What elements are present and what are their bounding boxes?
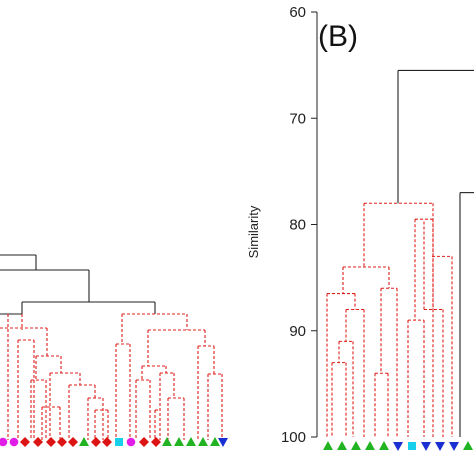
- red-diamond-marker: [139, 437, 149, 447]
- red-diamond-marker: [68, 437, 78, 447]
- green-triangle-marker: [210, 437, 220, 446]
- magenta-circle-marker: [0, 437, 8, 447]
- red-diamond-marker: [46, 437, 56, 447]
- blue-triangle-marker: [393, 442, 403, 451]
- green-triangle-marker: [186, 437, 196, 446]
- panel-b-solid-branches: [397, 69, 474, 437]
- green-triangle-marker: [351, 441, 361, 450]
- red-diamond-marker: [33, 437, 43, 447]
- y-axis-title: Similarity: [246, 205, 261, 258]
- red-diamond-marker: [102, 437, 112, 447]
- blue-triangle-marker: [218, 438, 228, 447]
- green-triangle-marker: [174, 437, 184, 446]
- panel-a-dashed-branches: [0, 313, 223, 440]
- panel-b-dendrogram: (B) Similarity 60 70 80 90 100: [246, 4, 474, 451]
- panel-b-label: (B): [318, 20, 358, 53]
- cyan-square-marker: [115, 438, 123, 446]
- green-triangle-marker: [198, 437, 208, 446]
- green-triangle-marker: [379, 441, 389, 450]
- panel-b-dashed-branches: [326, 202, 453, 437]
- blue-triangle-marker: [421, 442, 431, 451]
- y-tick-label: 70: [289, 110, 306, 127]
- cyan-square-marker: [408, 442, 416, 450]
- y-tick-label: 100: [281, 429, 306, 446]
- green-triangle-marker: [463, 441, 473, 450]
- panel-a-leaf-markers: [0, 437, 228, 447]
- magenta-circle-marker: [126, 437, 136, 447]
- green-triangle-marker: [162, 437, 172, 446]
- y-tick-label: 80: [289, 217, 306, 234]
- blue-triangle-marker: [435, 442, 445, 451]
- panel-a-dendrogram: [0, 254, 228, 447]
- green-triangle-marker: [323, 441, 333, 450]
- red-diamond-marker: [20, 437, 30, 447]
- red-diamond-marker: [151, 437, 161, 447]
- green-triangle-marker: [79, 437, 89, 446]
- green-triangle-marker: [337, 441, 347, 450]
- blue-triangle-marker: [449, 442, 459, 451]
- red-diamond-marker: [91, 437, 101, 447]
- y-axis-ticks: 60 70 80 90 100: [281, 4, 317, 446]
- panel-a-solid-branches: [0, 254, 156, 315]
- green-triangle-marker: [365, 441, 375, 450]
- magenta-circle-marker: [9, 437, 19, 447]
- y-tick-label: 60: [289, 4, 306, 21]
- y-tick-label: 90: [289, 323, 306, 340]
- red-diamond-marker: [57, 437, 67, 447]
- panel-b-leaf-markers: [323, 441, 473, 451]
